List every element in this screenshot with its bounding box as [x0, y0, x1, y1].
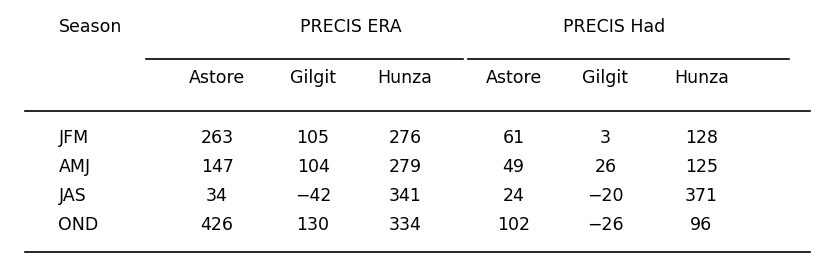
- Text: 371: 371: [685, 187, 718, 205]
- Text: 61: 61: [503, 129, 524, 147]
- Text: −20: −20: [587, 187, 624, 205]
- Text: 3: 3: [600, 129, 611, 147]
- Text: JAS: JAS: [58, 187, 86, 205]
- Text: 128: 128: [685, 129, 718, 147]
- Text: 276: 276: [388, 129, 422, 147]
- Text: 49: 49: [503, 158, 524, 176]
- Text: Hunza: Hunza: [674, 69, 729, 87]
- Text: Astore: Astore: [189, 69, 245, 87]
- Text: 341: 341: [388, 187, 422, 205]
- Text: OND: OND: [58, 216, 99, 234]
- Text: 96: 96: [691, 216, 712, 234]
- Text: 130: 130: [296, 216, 330, 234]
- Text: 102: 102: [497, 216, 530, 234]
- Text: 105: 105: [296, 129, 330, 147]
- Text: 279: 279: [388, 158, 422, 176]
- Text: −42: −42: [295, 187, 331, 205]
- Text: PRECIS ERA: PRECIS ERA: [300, 18, 402, 36]
- Text: 125: 125: [685, 158, 718, 176]
- Text: Astore: Astore: [485, 69, 542, 87]
- Text: 104: 104: [296, 158, 330, 176]
- Text: 426: 426: [200, 216, 234, 234]
- Text: Season: Season: [58, 18, 122, 36]
- Text: 334: 334: [388, 216, 422, 234]
- Text: 34: 34: [206, 187, 228, 205]
- Text: 26: 26: [595, 158, 616, 176]
- Text: Gilgit: Gilgit: [582, 69, 629, 87]
- Text: AMJ: AMJ: [58, 158, 90, 176]
- Text: 24: 24: [503, 187, 524, 205]
- Text: JFM: JFM: [58, 129, 89, 147]
- Text: 263: 263: [200, 129, 234, 147]
- Text: −26: −26: [587, 216, 624, 234]
- Text: Hunza: Hunza: [377, 69, 433, 87]
- Text: 147: 147: [200, 158, 234, 176]
- Text: Gilgit: Gilgit: [290, 69, 337, 87]
- Text: PRECIS Had: PRECIS Had: [563, 18, 665, 36]
